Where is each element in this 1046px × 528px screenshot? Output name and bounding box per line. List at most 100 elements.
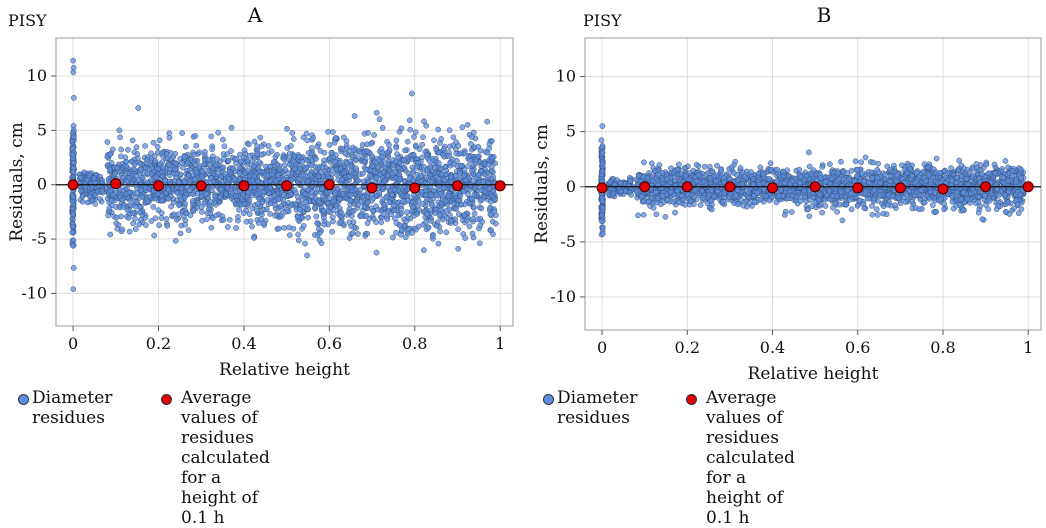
scatter-point — [456, 227, 461, 232]
scatter-point — [250, 178, 255, 183]
scatter-point — [152, 233, 157, 238]
scatter-point — [229, 125, 234, 130]
diameter-residue-points — [599, 124, 1027, 238]
legend-red-marker — [161, 394, 172, 405]
scatter-point — [322, 150, 327, 155]
scatter-point — [487, 186, 492, 191]
x-tick-label: 0.6 — [317, 334, 342, 353]
scatter-point — [478, 216, 483, 221]
scatter-point — [380, 125, 385, 130]
scatter-point — [321, 208, 326, 213]
scatter-point — [99, 188, 104, 193]
scatter-point — [325, 129, 330, 134]
scatter-point — [344, 160, 349, 165]
scatter-point — [444, 208, 449, 213]
scatter-point — [275, 173, 280, 178]
scatter-point — [477, 241, 482, 246]
scatter-point — [215, 171, 220, 176]
scatter-point — [209, 176, 214, 181]
scatter-point — [241, 155, 246, 160]
y-tick-label: -5 — [31, 229, 47, 248]
scatter-point — [410, 205, 415, 210]
scatter-point — [71, 135, 76, 140]
scatter-point — [105, 139, 110, 144]
scatter-point — [108, 152, 113, 157]
scatter-point — [114, 221, 119, 226]
scatter-point — [409, 91, 414, 96]
scatter-point — [237, 165, 242, 170]
scatter-point — [202, 149, 207, 154]
scatter-point — [379, 220, 384, 225]
scatter-point — [470, 231, 475, 236]
average-point — [410, 183, 420, 193]
scatter-point — [454, 207, 459, 212]
average-point — [324, 180, 334, 190]
scatter-point — [461, 189, 466, 194]
scatter-point — [133, 204, 138, 209]
scatter-point — [330, 130, 335, 135]
scatter-point — [332, 199, 337, 204]
scatter-point — [127, 190, 132, 195]
scatter-point — [186, 228, 191, 233]
scatter-point — [478, 223, 483, 228]
scatter-point — [386, 142, 391, 147]
scatter-point — [453, 173, 458, 178]
scatter-point — [178, 231, 183, 236]
scatter-point — [247, 198, 252, 203]
scatter-point — [456, 246, 461, 251]
scatter-point — [492, 197, 497, 202]
scatter-point — [599, 212, 604, 217]
scatter-point — [641, 212, 646, 217]
scatter-point — [600, 161, 605, 166]
scatter-point — [159, 215, 164, 220]
scatter-point — [460, 125, 465, 130]
scatter-point — [616, 185, 621, 190]
scatter-point — [143, 215, 148, 220]
x-axis-label: Relative height — [219, 360, 350, 380]
scatter-point — [138, 210, 143, 215]
scatter-point — [374, 250, 379, 255]
scatter-point — [316, 198, 321, 203]
scatter-point — [835, 209, 840, 214]
scatter-point — [390, 235, 395, 240]
scatter-point — [210, 147, 215, 152]
y-tick-label: 10 — [27, 66, 47, 85]
scatter-point — [173, 151, 178, 156]
scatter-point — [426, 225, 431, 230]
scatter-point — [283, 168, 288, 173]
scatter-point — [408, 127, 413, 132]
scatter-point — [71, 287, 76, 292]
scatter-point — [71, 65, 76, 70]
scatter-point — [416, 198, 421, 203]
x-tick-label: 0 — [68, 334, 78, 353]
scatter-point — [182, 179, 187, 184]
scatter-point — [350, 231, 355, 236]
scatter-point — [173, 238, 178, 243]
scatter-point — [389, 192, 394, 197]
scatter-point — [138, 217, 143, 222]
scatter-point — [487, 142, 492, 147]
scatter-point — [405, 198, 410, 203]
scatter-point — [246, 190, 251, 195]
scatter-point — [70, 152, 75, 157]
scatter-point — [221, 156, 226, 161]
scatter-point — [439, 136, 444, 141]
scatter-point — [191, 192, 196, 197]
scatter-point — [180, 165, 185, 170]
scatter-point — [1016, 211, 1021, 216]
scatter-point — [71, 265, 76, 270]
scatter-point — [285, 207, 290, 212]
scatter-point — [80, 199, 85, 204]
scatter-point — [849, 207, 854, 212]
scatter-point — [352, 171, 357, 176]
scatter-point — [423, 220, 428, 225]
scatter-point — [600, 199, 605, 204]
scatter-point — [398, 232, 403, 237]
scatter-point — [268, 211, 273, 216]
scatter-point — [209, 225, 214, 230]
scatter-point — [371, 216, 376, 221]
scatter-point — [311, 136, 316, 141]
scatter-point — [330, 215, 335, 220]
scatter-point — [255, 144, 260, 149]
